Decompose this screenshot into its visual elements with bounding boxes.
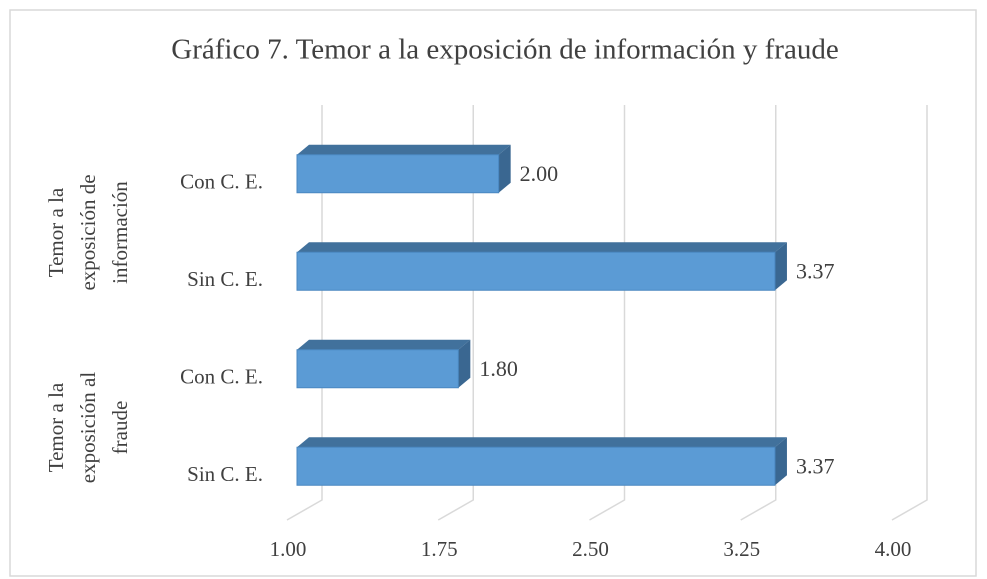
bar — [296, 144, 511, 194]
bar-side — [498, 144, 511, 193]
bar — [296, 339, 471, 389]
x-tick-label: 2.50 — [572, 537, 609, 561]
bar — [296, 437, 787, 486]
grid-line — [740, 105, 777, 521]
group-label: Temor a la — [44, 187, 68, 277]
group-label: fraude — [108, 401, 132, 455]
x-tick-label: 1.00 — [270, 537, 307, 561]
group-label: exposición al — [76, 372, 100, 484]
bar-side — [774, 437, 787, 486]
y-tick-label: Con C. E. — [180, 365, 263, 389]
bar-front — [296, 251, 776, 291]
bar-side — [774, 242, 787, 291]
grid-line — [437, 105, 474, 521]
bar — [296, 242, 787, 291]
chart-frame — [9, 9, 977, 577]
y-tick-label: Sin C. E. — [187, 267, 263, 291]
y-tick-label: Sin C. E. — [187, 462, 263, 486]
bar-front — [296, 349, 459, 389]
bar-top — [297, 242, 787, 253]
data-label: 2.00 — [520, 161, 559, 186]
bar-front — [296, 446, 776, 486]
grid-line — [891, 105, 928, 521]
bar-top — [297, 339, 471, 350]
chart-title: Gráfico 7. Temor a la exposición de info… — [171, 34, 838, 66]
data-label: 1.80 — [479, 356, 518, 381]
x-tick-label: 1.75 — [421, 537, 458, 561]
x-tick-label: 4.00 — [875, 537, 912, 561]
grid-line — [589, 105, 626, 521]
bar-top — [297, 437, 787, 448]
data-label: 3.37 — [796, 453, 835, 478]
data-label: 3.37 — [796, 258, 835, 283]
bar-top — [297, 144, 511, 155]
group-label: información — [108, 181, 132, 284]
bar-side — [458, 339, 471, 388]
y-tick-label: Con C. E. — [180, 170, 263, 194]
bar-front — [296, 154, 500, 194]
grid-line — [286, 105, 323, 521]
x-tick-label: 3.25 — [723, 537, 760, 561]
group-label: exposición de — [76, 174, 100, 290]
group-label: Temor a la — [44, 382, 68, 472]
